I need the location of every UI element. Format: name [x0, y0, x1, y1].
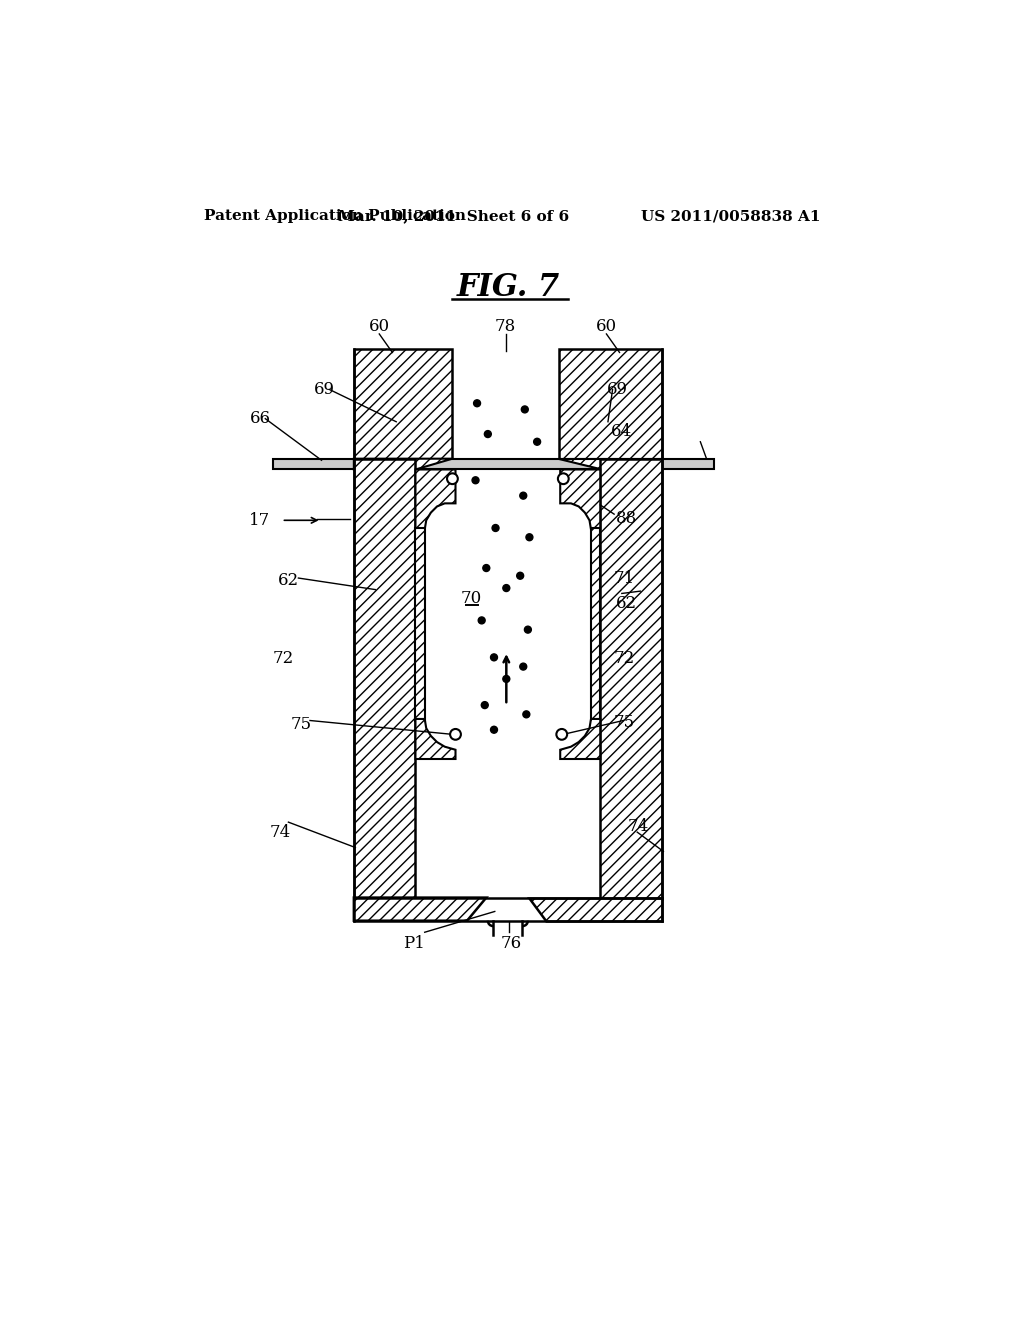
Circle shape — [517, 573, 523, 579]
Text: 76: 76 — [500, 936, 521, 952]
Polygon shape — [600, 459, 662, 899]
Circle shape — [483, 565, 489, 572]
Text: 71: 71 — [614, 569, 635, 586]
Polygon shape — [354, 898, 486, 921]
Circle shape — [473, 400, 480, 407]
Polygon shape — [416, 719, 456, 759]
Text: 60: 60 — [369, 318, 390, 335]
Polygon shape — [354, 350, 453, 459]
Text: Mar. 10, 2011  Sheet 6 of 6: Mar. 10, 2011 Sheet 6 of 6 — [338, 209, 569, 223]
Circle shape — [526, 533, 532, 541]
Text: 72: 72 — [272, 651, 294, 668]
Text: 69: 69 — [314, 381, 335, 397]
Circle shape — [451, 729, 461, 739]
Circle shape — [490, 653, 498, 661]
Circle shape — [493, 524, 499, 532]
Text: 17: 17 — [249, 512, 270, 529]
Text: P1: P1 — [403, 936, 425, 952]
Text: 72: 72 — [614, 651, 635, 668]
Text: 78: 78 — [495, 318, 516, 335]
Circle shape — [520, 663, 526, 671]
Text: 66: 66 — [250, 411, 270, 428]
Circle shape — [524, 626, 531, 634]
Polygon shape — [591, 528, 600, 721]
Text: 74: 74 — [270, 824, 292, 841]
Circle shape — [503, 585, 510, 591]
Circle shape — [484, 430, 492, 437]
Circle shape — [556, 729, 567, 739]
Circle shape — [472, 477, 479, 483]
Circle shape — [447, 474, 458, 484]
Polygon shape — [560, 470, 600, 529]
Text: US 2011/0058838 A1: US 2011/0058838 A1 — [641, 209, 821, 223]
Circle shape — [481, 702, 488, 709]
Text: 62: 62 — [615, 595, 637, 612]
Circle shape — [490, 726, 498, 733]
Text: 70: 70 — [461, 590, 482, 607]
Text: Patent Application Publication: Patent Application Publication — [204, 209, 466, 223]
Text: 75: 75 — [614, 714, 635, 731]
Text: 64: 64 — [611, 424, 633, 441]
Circle shape — [520, 492, 526, 499]
Polygon shape — [416, 528, 425, 721]
Polygon shape — [416, 470, 456, 529]
Circle shape — [523, 711, 529, 718]
Circle shape — [521, 407, 528, 413]
Text: 60: 60 — [596, 318, 617, 335]
Text: 69: 69 — [606, 381, 628, 397]
Polygon shape — [559, 350, 662, 459]
Polygon shape — [354, 459, 416, 899]
Text: FIG. 7: FIG. 7 — [457, 272, 559, 304]
Text: 75: 75 — [291, 715, 312, 733]
Polygon shape — [273, 459, 714, 470]
Polygon shape — [560, 719, 600, 759]
Polygon shape — [529, 898, 662, 921]
Text: 62: 62 — [278, 572, 299, 589]
Polygon shape — [354, 459, 453, 470]
Text: 74: 74 — [628, 818, 648, 836]
Circle shape — [478, 616, 485, 624]
Circle shape — [558, 474, 568, 484]
Circle shape — [534, 438, 541, 445]
Circle shape — [503, 676, 510, 682]
Polygon shape — [559, 459, 662, 470]
Text: 88: 88 — [615, 511, 637, 527]
